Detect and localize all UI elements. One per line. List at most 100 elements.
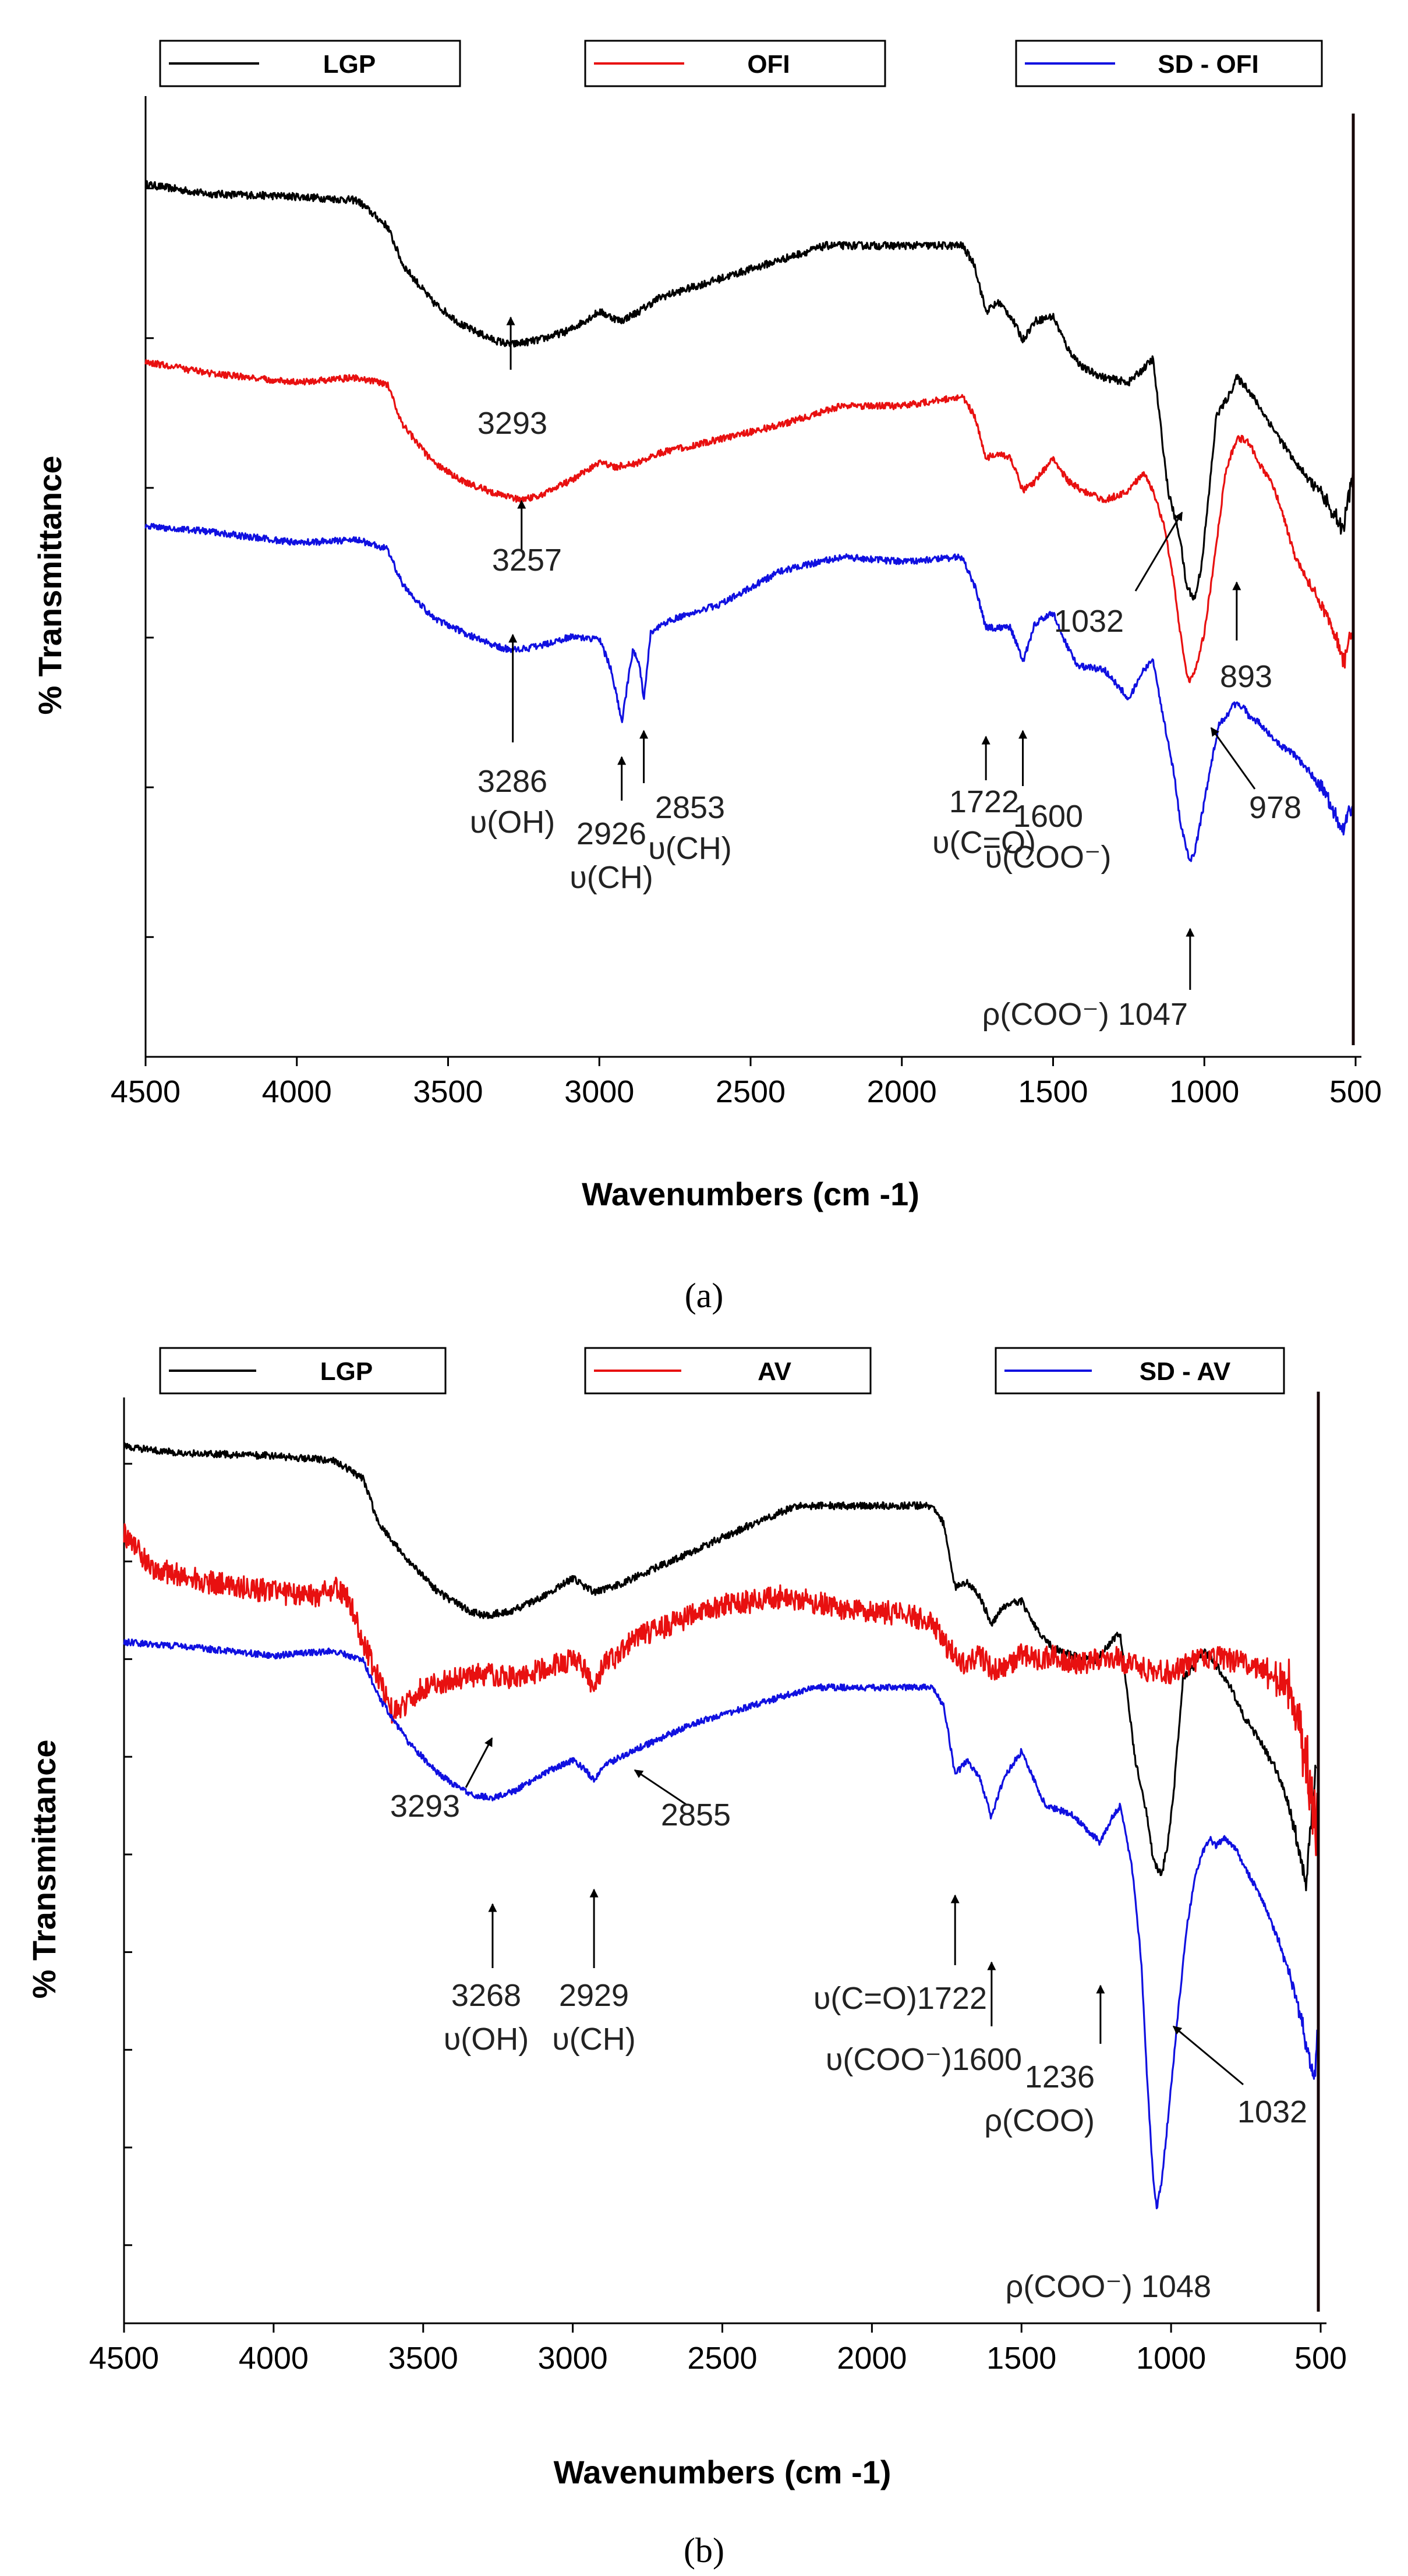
peak-annotation: υ(C=O)1722 xyxy=(813,1894,987,2016)
peak-annotation: 1032 xyxy=(1172,2025,1307,2129)
x-axis-label: Wavenumbers (cm -1) xyxy=(582,1176,919,1212)
x-tick-label: 1000 xyxy=(1136,2341,1206,2376)
x-tick-label: 4500 xyxy=(89,2341,159,2376)
x-tick-label: 3500 xyxy=(388,2341,458,2376)
x-tick-label: 3500 xyxy=(413,1074,483,1109)
peak-annotation: 2855 xyxy=(634,1769,731,1832)
peak-annotation: 1722 υ(C=O) xyxy=(932,735,1036,860)
peak-annotation: 1032 xyxy=(1054,511,1183,639)
panel-label: (a) xyxy=(685,1276,724,1315)
annotation-label: 1032 xyxy=(1237,2094,1307,2129)
peak-annotation: υ(COO⁻)1600 xyxy=(826,1961,1022,2077)
annotation-label: υ(COO⁻)1600 xyxy=(826,2042,1022,2077)
series-line-sd-av xyxy=(123,1638,1318,2210)
x-tick-label: 2500 xyxy=(716,1074,786,1109)
legend-entry-av: AV xyxy=(584,1347,872,1395)
series-line-av xyxy=(123,1523,1318,1856)
series-line-lgp xyxy=(123,1442,1317,1891)
annotation-sublabel: υ(CH) xyxy=(569,860,653,895)
x-tick-label: 3000 xyxy=(564,1074,634,1109)
x-tick-label: 500 xyxy=(1329,1074,1382,1109)
annotation-sublabel: υ(OH) xyxy=(444,2022,529,2057)
annotation-arrow xyxy=(1172,2025,1244,2086)
annotation-sublabel: υ(OH) xyxy=(470,805,556,840)
legend-label: LGP xyxy=(323,50,376,79)
series-line-ofi xyxy=(144,359,1354,684)
peak-annotation: 3257 xyxy=(492,500,562,578)
legend-label: LGP xyxy=(320,1357,373,1386)
legend-entry-lgp: LGP xyxy=(159,40,461,87)
chart-panel-a: LGP OFI SD - OFI 4500 4000 3500 3000 2500 2000 15… xyxy=(31,40,1382,1315)
peak-annotation: 3293 xyxy=(477,316,547,441)
legend-label: AV xyxy=(758,1357,792,1386)
peak-annotation: 3268 υ(OH) xyxy=(444,1903,529,2057)
annotation-label: 3293 xyxy=(477,406,547,441)
annotation-arrow xyxy=(1134,511,1183,592)
peak-annotation: 3286 υ(OH) xyxy=(470,634,556,840)
legend-entry-ofi: OFI xyxy=(584,40,886,87)
y-axis-label: % Transmittance xyxy=(26,1739,62,1998)
annotation-arrow xyxy=(465,1737,493,1788)
chart-panel-b: LGP AV SD - AV 4500 4000 3500 3000 2500 2000 1500… xyxy=(26,1347,1347,2570)
annotation-sublabel: υ(CH) xyxy=(552,2022,636,2057)
peak-annotation: 2926 υ(CH) xyxy=(569,756,653,895)
x-tick-label: 2000 xyxy=(837,2341,907,2376)
x-tick-label: 1500 xyxy=(1018,1074,1088,1109)
annotation-label: 1236 xyxy=(1025,2060,1095,2094)
x-tick-label: 2000 xyxy=(867,1074,937,1109)
peak-annotation: 1236 ρ(COO) xyxy=(984,1984,1105,2138)
annotation-label: 1600 xyxy=(1013,799,1083,834)
legend-label: SD - AV xyxy=(1140,1357,1231,1386)
annotation-label: 1722 xyxy=(949,784,1019,819)
annotation-label: 978 xyxy=(1249,790,1301,825)
annotation-label: 1032 xyxy=(1054,604,1124,639)
annotation-sublabel: υ(COO⁻) xyxy=(985,840,1111,875)
annotation-label: 2855 xyxy=(661,1797,731,1832)
annotation-sublabel: ρ(COO) xyxy=(984,2103,1095,2138)
annotation-label: 2929 xyxy=(559,1978,629,2013)
x-axis-label: Wavenumbers (cm -1) xyxy=(554,2454,892,2490)
x-tick-label: 4500 xyxy=(111,1074,181,1109)
annotation-sublabel: υ(CH) xyxy=(648,831,732,866)
annotation-label: ρ(COO⁻) 1047 xyxy=(982,997,1188,1032)
x-tick-label: 1500 xyxy=(986,2341,1056,2376)
peak-annotation: ρ(COO⁻) 1047 xyxy=(982,928,1195,1032)
annotation-arrow xyxy=(1210,727,1256,790)
peak-annotation: 2853 υ(CH) xyxy=(639,730,732,866)
peak-annotation: 1600 υ(COO⁻) xyxy=(985,730,1112,875)
x-tick-label: 1000 xyxy=(1169,1074,1239,1109)
annotation-label: 3257 xyxy=(492,543,562,578)
x-tick-label: 2500 xyxy=(687,2341,757,2376)
peak-annotation: 2929 υ(CH) xyxy=(552,1888,636,2057)
annotation-sublabel: υ(C=O) xyxy=(932,825,1036,860)
peak-annotation: ρ(COO⁻) 1048 xyxy=(1006,2269,1211,2304)
annotation-label: 3268 xyxy=(451,1978,521,2013)
annotation-label: 893 xyxy=(1220,659,1272,694)
annotation-label: 3286 xyxy=(477,764,547,799)
peak-annotation: 3293 xyxy=(390,1737,493,1824)
x-tick-label: 3000 xyxy=(538,2341,608,2376)
axes: 4500 4000 3500 3000 2500 2000 1500 1000 500 xyxy=(89,1397,1347,2376)
legend-label: SD - OFI xyxy=(1158,50,1259,79)
x-tick-label: 4000 xyxy=(239,2341,309,2376)
legend-entry-sd-ofi: SD - OFI xyxy=(1015,40,1323,87)
series-line-sd-ofi xyxy=(144,523,1354,862)
peak-annotation: 893 xyxy=(1220,581,1272,694)
series-line-lgp xyxy=(144,180,1354,601)
legend-entry-sd-av: SD - AV xyxy=(995,1347,1285,1395)
annotation-label: 2853 xyxy=(655,790,725,825)
x-tick-label: 500 xyxy=(1294,2341,1347,2376)
legend-entry-lgp: LGP xyxy=(159,1347,447,1395)
legend-label: OFI xyxy=(747,50,790,79)
peak-annotation: 978 xyxy=(1210,727,1301,825)
annotation-label: υ(C=O)1722 xyxy=(813,1981,987,2016)
annotation-label: ρ(COO⁻) 1048 xyxy=(1006,2269,1211,2304)
panel-label: (b) xyxy=(684,2531,724,2570)
annotation-label: 3293 xyxy=(390,1789,460,1824)
y-axis-label: % Transmittance xyxy=(31,455,68,714)
annotation-arrow xyxy=(634,1769,688,1806)
annotation-label: 2926 xyxy=(576,816,646,851)
x-tick-label: 4000 xyxy=(262,1074,332,1109)
axes: 4500 4000 3500 3000 2500 2000 1500 1000 500 xyxy=(111,96,1382,1109)
